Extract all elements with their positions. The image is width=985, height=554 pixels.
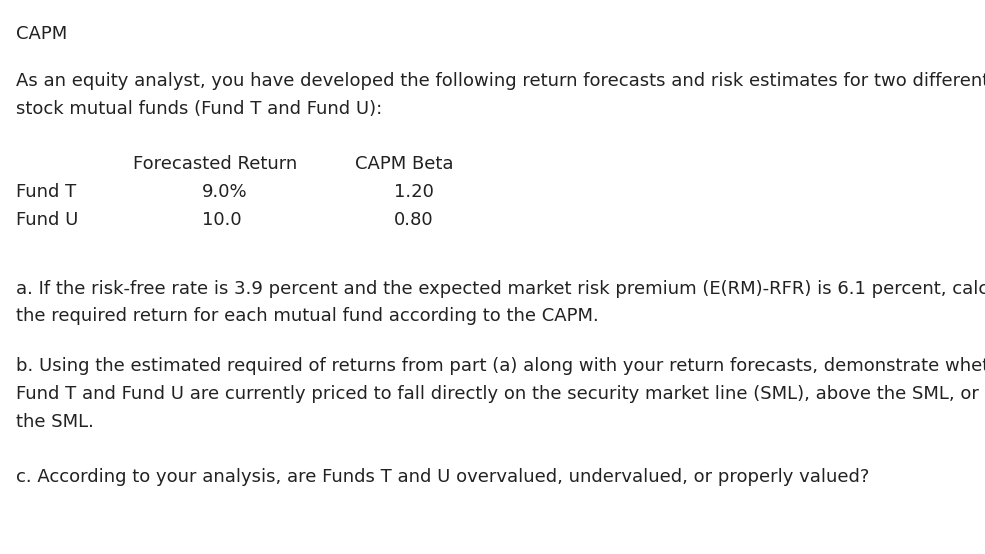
Text: stock mutual funds (Fund T and Fund U):: stock mutual funds (Fund T and Fund U): [16,100,382,117]
Text: the required return for each mutual fund according to the CAPM.: the required return for each mutual fund… [16,307,599,325]
Text: a. If the risk-free rate is 3.9 percent and the expected market risk premium (E(: a. If the risk-free rate is 3.9 percent … [16,280,985,297]
Text: 1.20: 1.20 [394,183,433,201]
Text: 9.0%: 9.0% [202,183,247,201]
Text: Forecasted Return: Forecasted Return [133,155,297,173]
Text: 0.80: 0.80 [394,211,433,228]
Text: the SML.: the SML. [16,413,94,430]
Text: c. According to your analysis, are Funds T and U overvalued, undervalued, or pro: c. According to your analysis, are Funds… [16,468,869,486]
Text: Fund T: Fund T [16,183,76,201]
Text: CAPM: CAPM [16,25,67,43]
Text: As an equity analyst, you have developed the following return forecasts and risk: As an equity analyst, you have developed… [16,72,985,90]
Text: Fund U: Fund U [16,211,78,228]
Text: 10.0: 10.0 [202,211,241,228]
Text: Fund T and Fund U are currently priced to fall directly on the security market l: Fund T and Fund U are currently priced t… [16,385,985,403]
Text: CAPM Beta: CAPM Beta [355,155,453,173]
Text: b. Using the estimated required of returns from part (a) along with your return : b. Using the estimated required of retur… [16,357,985,375]
